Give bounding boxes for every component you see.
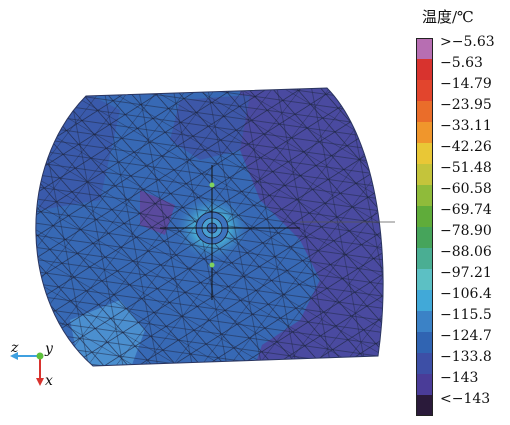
legend-swatch <box>416 227 433 248</box>
legend-swatch <box>416 80 433 101</box>
legend-label: −42.26 <box>440 139 492 155</box>
legend-label: −88.06 <box>440 244 492 260</box>
fem-temperature-mesh: z y x <box>10 87 395 389</box>
legend-label: −78.90 <box>440 223 492 239</box>
legend-label: <−143 <box>440 391 491 407</box>
legend-swatch <box>416 269 433 290</box>
axis-x-label: x <box>45 373 53 389</box>
legend-swatch <box>416 122 433 143</box>
legend-label: −124.7 <box>440 328 492 344</box>
center-hub <box>160 165 395 300</box>
legend-label: −115.5 <box>440 307 492 323</box>
axes-triad: z y x <box>10 340 54 389</box>
legend-swatch <box>416 206 433 227</box>
legend-swatch <box>416 164 433 185</box>
legend-label: −51.48 <box>440 160 492 176</box>
legend-swatch <box>416 59 433 80</box>
axis-z-label: z <box>10 340 19 356</box>
legend-label: −69.74 <box>440 202 492 218</box>
legend-label: −5.63 <box>440 55 483 71</box>
legend-swatch <box>416 353 433 374</box>
legend-swatch <box>416 143 433 164</box>
legend-title: 温度/℃ <box>422 8 474 26</box>
legend-label: −14.79 <box>440 76 492 92</box>
legend-swatch <box>416 185 433 206</box>
legend-swatch <box>416 311 433 332</box>
legend-swatch <box>416 395 433 416</box>
legend-swatch <box>416 248 433 269</box>
legend-swatch <box>416 101 433 122</box>
temperature-legend: 温度/℃ >−5.63 −5.63 −14.79 −23.95 −33.11 −42.26… <box>410 0 510 425</box>
legend-swatch <box>416 374 433 395</box>
legend-swatch <box>416 290 433 311</box>
legend-label: −97.21 <box>440 265 492 281</box>
legend-swatch <box>416 332 433 353</box>
legend-swatch <box>416 38 433 59</box>
axis-y-label: y <box>44 341 54 357</box>
legend-label: −23.95 <box>440 97 492 113</box>
legend-label: −106.4 <box>440 286 492 302</box>
legend-label: −60.58 <box>440 181 492 197</box>
legend-label: −133.8 <box>440 349 492 365</box>
legend-label: −33.11 <box>440 118 492 134</box>
legend-label: −143 <box>440 370 479 386</box>
legend-label: >−5.63 <box>440 34 495 50</box>
